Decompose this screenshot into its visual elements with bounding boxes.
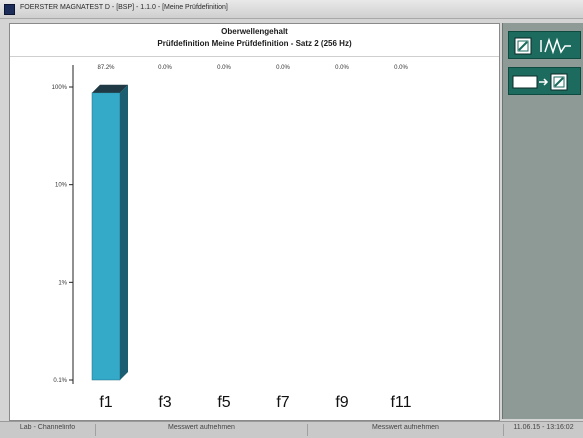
chart-title: Oberwellengehalt — [221, 27, 288, 36]
data-label: 0.0% — [158, 65, 172, 71]
side-panel — [502, 23, 583, 419]
window-title: FOERSTER MAGNATEST D - [BSP] - 1.1.0 - [… — [20, 4, 228, 11]
app-logo-icon — [4, 4, 15, 15]
x-tick-label: f7 — [276, 394, 289, 411]
bar-side-f1 — [120, 84, 128, 380]
x-tick-label: f3 — [158, 394, 171, 411]
export-button[interactable] — [508, 67, 581, 95]
data-label: 0.0% — [217, 65, 231, 71]
signal-wave-icon — [514, 37, 571, 55]
transfer-arrow-icon — [512, 73, 568, 91]
status-cell-datetime: 11.06.15 - 13:16:02 — [513, 424, 574, 431]
data-label: 0.0% — [394, 65, 408, 71]
harmonic-bar-chart: 100% 10% 1% 0.1% 87.2% f1 0.0% f3 0.0% f5 0.0% f7 0.… — [52, 65, 412, 411]
y-tick-label: 100% — [52, 85, 68, 91]
window-titlebar: FOERSTER MAGNATEST D - [BSP] - 1.1.0 - [… — [0, 0, 583, 19]
status-cell-measure-left: Messwert aufnehmen — [96, 424, 308, 436]
chart-panel: Oberwellengehalt Prüfdefinition Meine Pr… — [9, 23, 500, 421]
x-tick-label: f9 — [335, 394, 348, 411]
x-tick-label: f5 — [217, 394, 230, 411]
y-tick-label: 10% — [55, 183, 68, 189]
x-tick-label: f11 — [390, 394, 411, 411]
bar-f1 — [91, 92, 121, 381]
x-tick-label: f1 — [99, 394, 112, 411]
status-cell-channel: Lab - Channelinfo — [0, 424, 96, 436]
y-tick-label: 0.1% — [53, 378, 67, 384]
chart-subtitle: Prüfdefinition Meine Prüfdefinition - Sa… — [157, 39, 352, 48]
data-label: 87.2% — [97, 65, 115, 71]
y-tick-label: 1% — [58, 280, 67, 286]
statusbar: Lab - Channelinfo Messwert aufnehmen Mes… — [0, 421, 583, 438]
status-cell-measure-right: Messwert aufnehmen — [308, 424, 504, 436]
chart-header: Oberwellengehalt Prüfdefinition Meine Pr… — [10, 24, 499, 57]
data-label: 0.0% — [276, 65, 290, 71]
bar-top-f1 — [92, 84, 128, 93]
mode-button[interactable] — [508, 31, 581, 59]
data-label: 0.0% — [335, 65, 349, 71]
